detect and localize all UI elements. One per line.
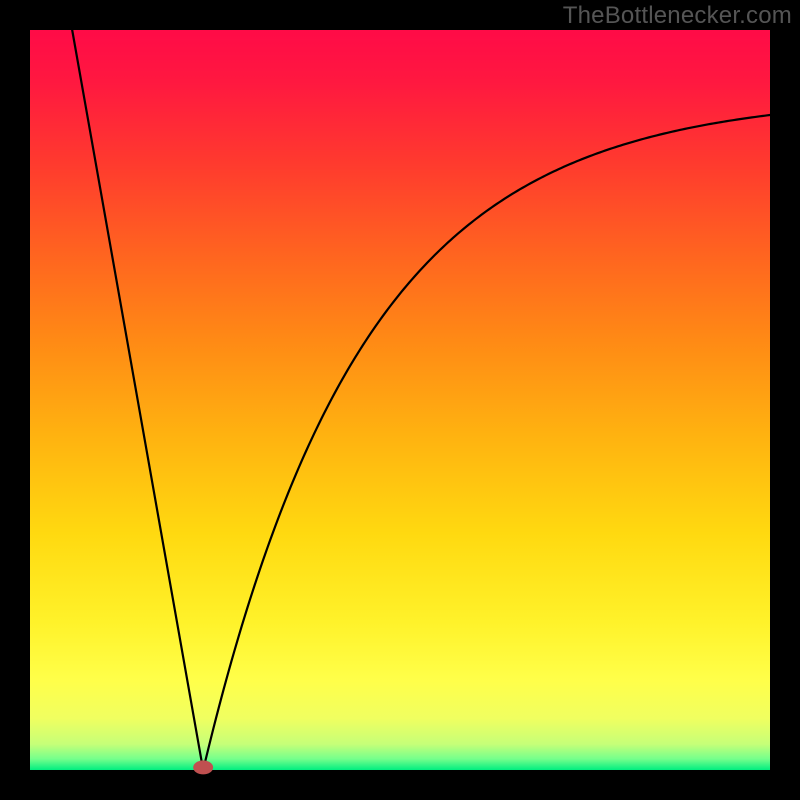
optimal-point-marker bbox=[193, 760, 213, 774]
watermark-text: TheBottlenecker.com bbox=[563, 2, 792, 30]
plot-background bbox=[30, 30, 770, 770]
bottleneck-chart bbox=[0, 0, 800, 800]
